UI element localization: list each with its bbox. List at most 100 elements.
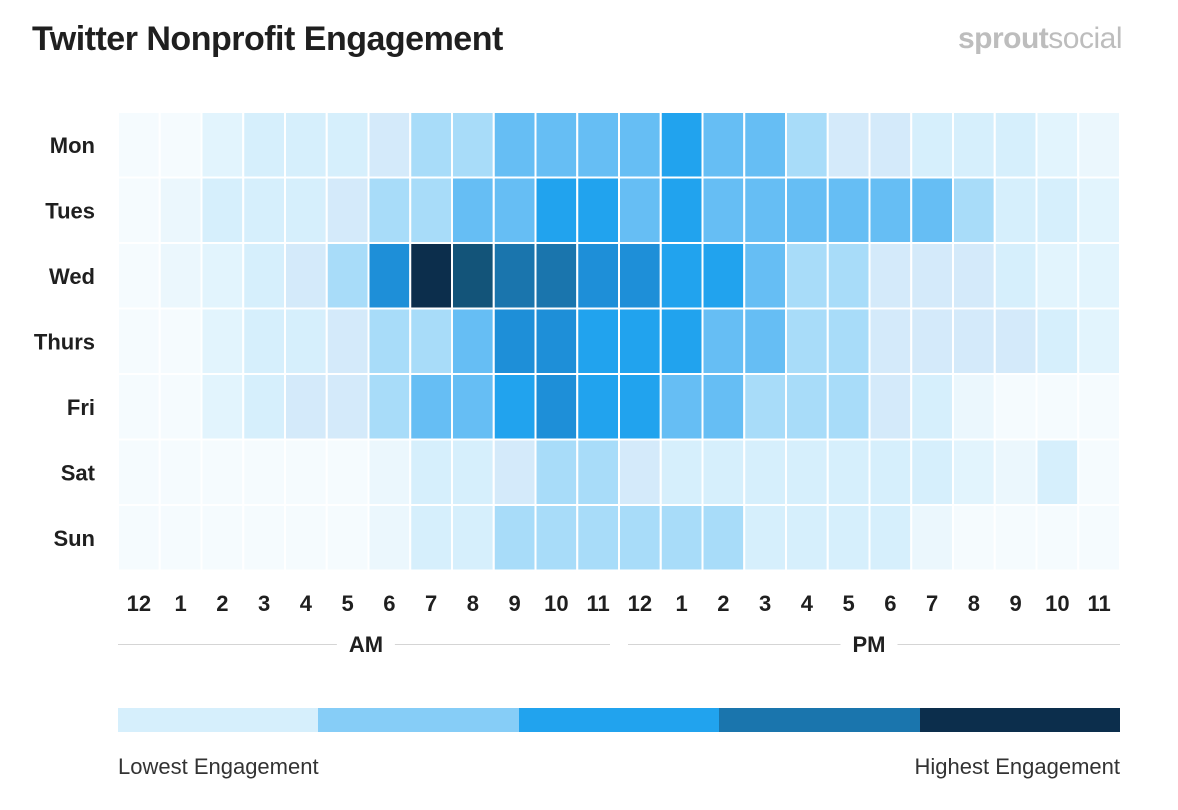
heatmap-cell-fri-5 [325, 373, 370, 441]
column-label-1: 1 [175, 591, 187, 616]
heatmap-cell-tues-7 [409, 176, 453, 244]
heatmap-cell-thurs-5 [325, 307, 370, 375]
column-label-12: 12 [628, 591, 652, 616]
heatmap-cell-tues-0 [117, 176, 161, 244]
heatmap-cell-tues-20 [952, 176, 996, 244]
column-label-5: 5 [342, 591, 354, 616]
column-label-14: 2 [717, 591, 729, 616]
heatmap-cell-sat-8 [451, 438, 495, 506]
heatmap-cell-wed-14 [701, 242, 746, 310]
heatmap-cell-sun-18 [868, 504, 913, 572]
heatmap-cell-sun-8 [451, 504, 495, 572]
heatmap-cell-sat-23 [1077, 438, 1121, 506]
heatmap-cell-sun-7 [409, 504, 453, 572]
heatmap-cell-mon-23 [1077, 111, 1121, 179]
column-label-0: 12 [127, 591, 151, 616]
heatmap-cell-tues-9 [492, 176, 537, 244]
column-label-10: 10 [544, 591, 568, 616]
heatmap-cell-mon-16 [785, 111, 829, 179]
heatmap-cell-wed-7 [409, 242, 453, 310]
heatmap-cell-tues-12 [618, 176, 662, 244]
heatmap-cell-sun-22 [1035, 504, 1080, 572]
heatmap-cell-sun-23 [1077, 504, 1121, 572]
heatmap-cell-sat-5 [325, 438, 370, 506]
heatmap-cell-thurs-20 [952, 307, 996, 375]
heatmap-cell-sat-15 [743, 438, 787, 506]
heatmap-cell-tues-6 [367, 176, 412, 244]
heatmap-cell-fri-6 [367, 373, 412, 441]
heatmap-cell-sat-19 [910, 438, 954, 506]
heatmap-cell-fri-16 [785, 373, 829, 441]
heatmap-cell-sun-1 [158, 504, 203, 572]
heatmap-cell-tues-5 [325, 176, 370, 244]
heatmap-cell-sun-6 [367, 504, 412, 572]
heatmap-cell-wed-11 [576, 242, 620, 310]
brand-logo: sproutsocial [957, 22, 1123, 56]
heatmap-cell-sat-10 [534, 438, 579, 506]
heatmap-cell-fri-0 [117, 373, 161, 441]
heatmap-cell-thurs-2 [200, 307, 245, 375]
column-label-7: 7 [425, 591, 437, 616]
heatmap-cell-fri-10 [534, 373, 579, 441]
column-label-21: 9 [1010, 591, 1022, 616]
heatmap-cell-thurs-3 [242, 307, 286, 375]
column-label-20: 8 [968, 591, 980, 616]
heatmap-cell-thurs-4 [284, 307, 328, 375]
heatmap-cell-sun-11 [576, 504, 620, 572]
heatmap-cell-sun-19 [910, 504, 954, 572]
heatmap-cell-sun-2 [200, 504, 245, 572]
heatmap-cell-mon-6 [367, 111, 412, 179]
heatmap-cell-wed-2 [200, 242, 245, 310]
legend-swatch-4 [719, 708, 920, 732]
heatmap-cell-mon-18 [868, 111, 913, 179]
heatmap-cell-mon-1 [158, 111, 203, 179]
heatmap-cell-tues-13 [659, 176, 704, 244]
heatmap-cell-thurs-14 [701, 307, 746, 375]
heatmap-cell-tues-21 [993, 176, 1038, 244]
heatmap-cell-tues-19 [910, 176, 954, 244]
legend-low-label: Lowest Engagement [118, 754, 319, 779]
row-label-tues: Tues [45, 198, 95, 223]
heatmap-cell-wed-17 [826, 242, 871, 310]
heatmap-cell-wed-4 [284, 242, 328, 310]
heatmap-cell-mon-8 [451, 111, 495, 179]
heatmap-cell-thurs-12 [618, 307, 662, 375]
heatmap-cell-mon-11 [576, 111, 620, 179]
heatmap-cell-fri-7 [409, 373, 453, 441]
heatmap-cell-thurs-10 [534, 307, 579, 375]
heatmap-cell-mon-3 [242, 111, 286, 179]
heatmap-cell-tues-15 [743, 176, 787, 244]
heatmap-cell-wed-21 [993, 242, 1038, 310]
row-label-sat: Sat [61, 460, 96, 485]
heatmap-cell-tues-3 [242, 176, 286, 244]
heatmap-cell-sun-9 [492, 504, 537, 572]
heatmap-cell-wed-13 [659, 242, 704, 310]
column-label-13: 1 [676, 591, 688, 616]
heatmap-cell-sun-13 [659, 504, 704, 572]
heatmap-cell-sun-14 [701, 504, 746, 572]
heatmap-cell-sat-18 [868, 438, 913, 506]
heatmap-cell-tues-17 [826, 176, 871, 244]
heatmap-cell-sun-17 [826, 504, 871, 572]
row-label-wed: Wed [49, 264, 95, 289]
chart-title: Twitter Nonprofit Engagement [32, 20, 503, 58]
heatmap-cell-tues-8 [451, 176, 495, 244]
heatmap-cell-thurs-6 [367, 307, 412, 375]
heatmap-cell-sat-16 [785, 438, 829, 506]
heatmap-cell-sat-7 [409, 438, 453, 506]
heatmap-cell-tues-1 [158, 176, 203, 244]
heatmap-cell-sun-16 [785, 504, 829, 572]
heatmap-cell-thurs-15 [743, 307, 787, 375]
heatmap-cell-mon-7 [409, 111, 453, 179]
heatmap-cell-sat-3 [242, 438, 286, 506]
heatmap-cell-mon-14 [701, 111, 746, 179]
heatmap-cell-sat-2 [200, 438, 245, 506]
heatmap-cell-mon-9 [492, 111, 537, 179]
heatmap-cell-tues-11 [576, 176, 620, 244]
legend-high-label: Highest Engagement [914, 754, 1120, 779]
heatmap-cell-wed-16 [785, 242, 829, 310]
heatmap-cell-sun-4 [284, 504, 328, 572]
heatmap-cell-sun-20 [952, 504, 996, 572]
brand-logo-part1: sprout [957, 22, 1049, 55]
heatmap-cell-mon-15 [743, 111, 787, 179]
